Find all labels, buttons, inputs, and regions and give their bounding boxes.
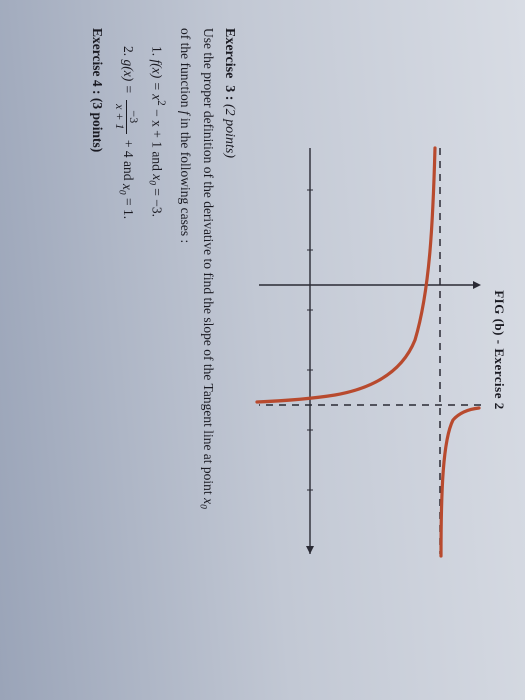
item2-x0: x0 bbox=[121, 184, 136, 195]
desc-text-2b: in the following cases : bbox=[178, 115, 193, 244]
item2-gx: g(x) = bbox=[121, 60, 136, 98]
hyperbola-chart bbox=[255, 140, 485, 560]
desc-x-sub: 0 bbox=[197, 504, 207, 509]
item1-x0: x0 bbox=[150, 174, 165, 185]
chart-container bbox=[255, 140, 485, 560]
item2-fraction: −3x + 1 bbox=[114, 100, 140, 133]
item1-num: 1. bbox=[150, 46, 165, 56]
desc-text-2: of the function bbox=[178, 28, 193, 111]
exercise-points: (2 points) bbox=[222, 104, 237, 158]
item1-val: = −3. bbox=[150, 185, 165, 217]
document-page: FIG (b) - Exercise 2 Exercise 3 : (2 poi… bbox=[0, 0, 525, 700]
frac-den: x + 1 bbox=[114, 100, 127, 133]
item1-rest: − x + 1 and bbox=[150, 106, 165, 174]
exercise-item-2: 2. g(x) = −3x + 1 + 4 and x0 = 1. bbox=[114, 46, 140, 672]
item2-num: 2. bbox=[121, 46, 136, 56]
exercise-number: 3 bbox=[222, 85, 237, 92]
exercise-title: Exercise 3 : (2 points) bbox=[221, 28, 237, 672]
cutoff-text: Exercise 4 : (3 points) bbox=[90, 28, 106, 672]
figure-title: FIG (b) - Exercise 2 bbox=[491, 28, 507, 672]
exercise-block: Exercise 3 : (2 points) Use the proper d… bbox=[90, 28, 238, 672]
desc-text-1: Use the proper definition of the derivat… bbox=[201, 28, 216, 498]
item1-fx: f(x) = x bbox=[150, 60, 165, 101]
exercise-description: Use the proper definition of the derivat… bbox=[175, 28, 218, 672]
item2-val: = 1. bbox=[121, 195, 136, 220]
exercise-item-1: 1. f(x) = x2 − x + 1 and x0 = −3. bbox=[144, 46, 169, 672]
frac-num: −3 bbox=[126, 100, 140, 133]
desc-x0: x0 bbox=[201, 498, 216, 509]
item2-rest: + 4 and bbox=[121, 137, 136, 184]
cutoff-label: Exercise 4 : (3 points) bbox=[91, 28, 106, 152]
